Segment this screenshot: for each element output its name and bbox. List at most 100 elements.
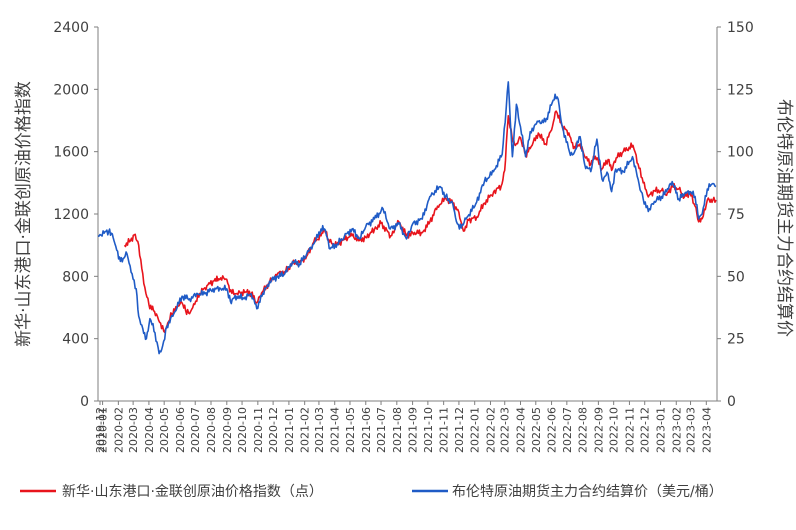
x-tick-label: 2023-04	[700, 407, 713, 453]
index-data-point	[277, 272, 279, 274]
brent-data-point	[135, 288, 137, 290]
brent-data-point	[189, 298, 191, 300]
brent-data-point	[292, 261, 294, 263]
brent-data-point	[230, 300, 232, 302]
brent-data-point	[142, 328, 144, 330]
x-tick-label: 2020-09	[221, 407, 234, 453]
brent-data-point	[104, 231, 106, 233]
index-data-point	[437, 205, 439, 207]
left-y-tick-label: 800	[62, 269, 89, 285]
index-data-point	[380, 223, 382, 225]
left-y-tick-label: 0	[80, 394, 89, 410]
index-data-point	[476, 216, 478, 218]
brent-data-point	[324, 228, 326, 230]
index-data-point	[615, 157, 617, 159]
left-y-tick-label: 1600	[53, 145, 89, 161]
x-tick-label: 2022-05	[530, 407, 543, 453]
brent-data-point	[456, 221, 458, 223]
index-data-point	[507, 115, 509, 117]
index-data-point	[421, 232, 423, 234]
x-tick-label: 2023-01	[654, 407, 667, 453]
brent-data-point	[412, 223, 414, 225]
index-data-point	[181, 302, 183, 304]
brent-data-point	[623, 171, 625, 173]
brent-data-point	[389, 228, 391, 230]
index-data-point	[637, 163, 639, 165]
brent-data-point	[596, 138, 598, 140]
index-data-point	[194, 304, 196, 306]
index-data-point	[220, 277, 222, 279]
index-data-point	[185, 310, 187, 312]
brent-data-point	[452, 203, 454, 205]
x-tick-label: 2022-11	[623, 407, 636, 453]
index-data-point	[351, 235, 353, 237]
x-tick-label: 2020-01	[97, 407, 110, 453]
brent-data-point	[146, 338, 148, 340]
left-y-tick-label: 2000	[53, 82, 89, 98]
brent-data-point	[611, 191, 613, 193]
brent-data-point	[120, 261, 122, 263]
index-data-point	[607, 159, 609, 161]
index-data-point	[229, 291, 231, 293]
index-data-point	[141, 268, 143, 270]
brent-data-point	[689, 191, 691, 193]
x-tick-label: 2021-10	[422, 407, 435, 453]
brent-data-point	[131, 273, 133, 275]
index-data-point	[245, 291, 247, 293]
index-data-point	[529, 148, 531, 150]
brent-data-point	[243, 298, 245, 300]
right-y-tick-label: 0	[727, 394, 736, 410]
x-tick-label: 2020-11	[252, 407, 265, 453]
brent-data-point	[475, 203, 477, 205]
x-tick-label: 2022-03	[499, 407, 512, 453]
left-y-tick-label: 1200	[53, 207, 89, 223]
x-tick-label: 2022-04	[515, 407, 528, 453]
index-data-point	[134, 233, 136, 235]
brent-data-point	[126, 253, 128, 255]
brent-data-point	[212, 288, 214, 290]
brent-data-point	[97, 236, 99, 238]
index-data-point	[463, 230, 465, 232]
brent-data-point	[579, 136, 581, 138]
brent-data-point	[250, 293, 252, 295]
brent-data-point	[507, 81, 509, 83]
index-data-point	[595, 156, 597, 158]
index-data-point	[493, 191, 495, 193]
brent-data-point	[269, 281, 271, 283]
brent-data-point	[601, 178, 603, 180]
x-tick-label: 2021-03	[313, 407, 326, 453]
brent-data-point	[351, 228, 353, 230]
index-data-point	[515, 145, 517, 147]
index-data-point	[642, 182, 644, 184]
index-data-point	[500, 185, 502, 187]
brent-data-point	[421, 218, 423, 220]
brent-data-point	[445, 196, 447, 198]
brent-data-point	[359, 238, 361, 240]
index-data-point	[160, 322, 162, 324]
right-axis-title: 布伦特原油期货主力合约结算价	[774, 99, 794, 337]
right-y-tick-label: 75	[727, 207, 745, 223]
x-tick-label: 2021-05	[344, 407, 357, 453]
x-tick-label: 2021-02	[299, 407, 312, 453]
brent-data-point	[642, 198, 644, 200]
x-tick-label: 2022-09	[592, 407, 605, 453]
brent-data-point	[516, 103, 518, 105]
brent-data-point	[284, 273, 286, 275]
brent-data-point	[525, 156, 527, 158]
right-y-tick-label: 125	[727, 82, 754, 98]
x-tick-label: 2022-07	[561, 407, 574, 453]
legend-label-brent: 布伦特原油期货主力合约结算价（美元/桶）	[452, 483, 723, 500]
brent-data-point	[166, 325, 168, 327]
right-y-tick-label: 25	[727, 332, 745, 348]
index-data-point	[590, 163, 592, 165]
brent-data-point	[632, 156, 634, 158]
index-data-point	[153, 310, 155, 312]
index-data-point	[458, 212, 460, 214]
index-data-point	[573, 148, 575, 150]
brent-data-point	[561, 126, 563, 128]
index-data-point	[712, 199, 714, 201]
index-data-point	[171, 313, 173, 315]
brent-data-point	[320, 228, 322, 230]
x-tick-label: 2023-02	[670, 407, 683, 453]
